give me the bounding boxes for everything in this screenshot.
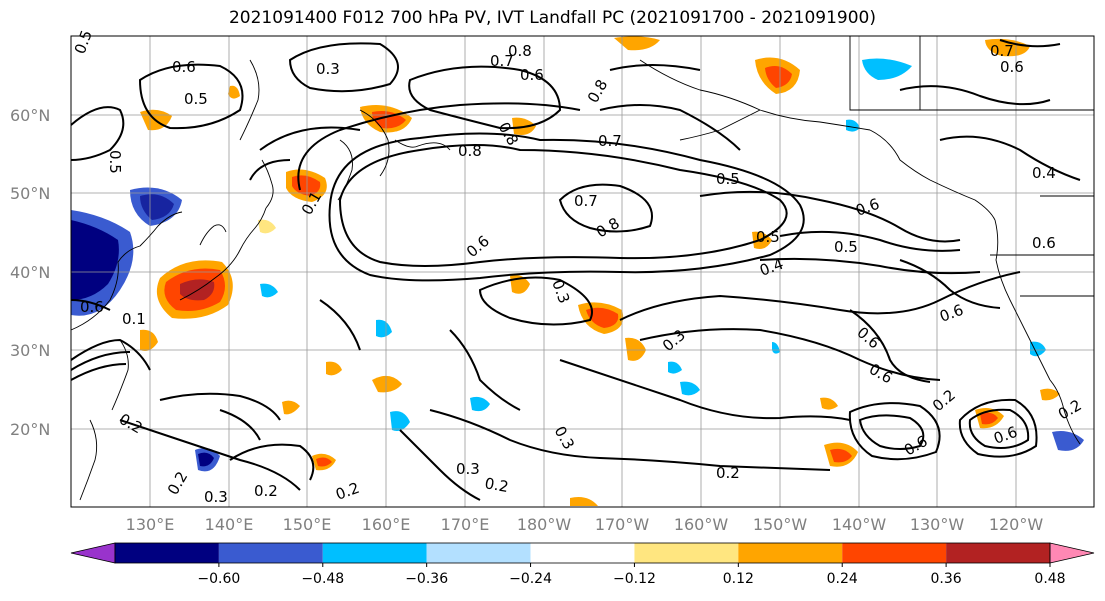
contour-label: 0.6: [172, 58, 196, 76]
colorbar-bin: [115, 543, 219, 563]
map-panel: 0.5 0.6 0.5 0.5 0.3 0.8 0.7 0.6 0.8 0.8 …: [70, 28, 1095, 508]
contour-label: 0.4: [1032, 164, 1056, 182]
colorbar-tick-label: −0.24: [509, 571, 552, 587]
coastlines: [70, 36, 1094, 501]
contour-label: 0.6: [1032, 234, 1056, 252]
contour-label: 0.5: [106, 150, 124, 174]
longitude-labels: 130°E 140°E 150°E 160°E 170°E 180°W 170°…: [126, 515, 1044, 534]
map-title: 2021091400 F012 700 hPa PV, IVT Landfall…: [228, 8, 876, 28]
map-border: [70, 35, 1095, 508]
contour-label: 0.5: [716, 170, 740, 188]
contour-label: 0.3: [456, 460, 480, 478]
lon-label: 150°E: [283, 515, 332, 534]
colorbar-bin: [946, 543, 1050, 563]
contour-label: 0.2: [254, 482, 278, 500]
lat-label: 30°N: [10, 341, 50, 360]
colorbar-bin: [530, 543, 635, 563]
colorbar-bin: [634, 543, 739, 563]
colorbar-bin: [842, 543, 947, 563]
colorbar-bin: [738, 543, 843, 563]
colorbar-frame: [114, 542, 1051, 564]
lon-label: 170°W: [595, 515, 650, 534]
colorbar-arrow-low: [70, 542, 116, 564]
lat-label: 60°N: [10, 106, 50, 125]
lat-label: 40°N: [10, 263, 50, 282]
contour-label: 0.6: [80, 298, 104, 316]
contour-label: 0.6: [1000, 58, 1024, 76]
colorbar-arrow-high: [1049, 542, 1095, 564]
colorbar-tick-label: 0.36: [931, 571, 962, 587]
lon-label: 140°W: [832, 515, 887, 534]
contour-label: 0.5: [184, 90, 208, 108]
colorbar-tick-label: 0.12: [723, 571, 754, 587]
contour-label: 0.7: [490, 52, 514, 70]
pv-contours: [70, 39, 1081, 501]
latitude-labels: 60°N 50°N 40°N 30°N 20°N: [10, 106, 50, 439]
lat-label: 50°N: [10, 184, 50, 203]
lon-label: 180°W: [517, 515, 572, 534]
contour-label: 0.2: [716, 464, 740, 482]
colorbar-tick-label: −0.12: [613, 571, 656, 587]
lon-label: 150°W: [753, 515, 808, 534]
colorbar-bin: [322, 543, 427, 563]
contour-label: 0.7: [574, 192, 598, 210]
lat-label: 20°N: [10, 420, 50, 439]
lon-label: 170°E: [441, 515, 490, 534]
colorbar-tick-label: −0.36: [405, 571, 448, 587]
contour-label: 0.8: [508, 42, 532, 60]
contour-label: 0.5: [756, 228, 780, 246]
colorbar-bin: [426, 543, 531, 563]
lon-label: 160°W: [674, 515, 729, 534]
contour-label: 0.7: [990, 42, 1014, 60]
lon-label: 120°W: [989, 515, 1044, 534]
positive-shading: [140, 36, 1060, 506]
contour-label: 0.3: [316, 60, 340, 78]
colorbar-tick-label: −0.60: [197, 571, 240, 587]
contour-label: 0.8: [458, 142, 482, 160]
lon-label: 160°E: [362, 515, 411, 534]
colorbar-tick-label: 0.48: [1034, 571, 1065, 587]
contour-label: 0.3: [204, 488, 228, 506]
contour-label: 0.2: [483, 474, 510, 496]
lon-label: 130°E: [126, 515, 175, 534]
lon-label: 130°W: [910, 515, 965, 534]
contour-label: 0.6: [520, 66, 544, 84]
lon-label: 140°E: [205, 515, 254, 534]
contour-label: 0.7: [598, 132, 622, 150]
colorbar: −0.60 −0.48 −0.36 −0.24 −0.12 0.12 0.24 0.36 0.4…: [70, 542, 1095, 587]
colorbar-bin: [218, 543, 323, 563]
colorbar-tick-label: 0.24: [827, 571, 858, 587]
colorbar-tick-label: −0.48: [301, 571, 344, 587]
contour-label: 0.1: [122, 310, 146, 328]
negative-shading: [71, 58, 1084, 472]
contour-label: 0.5: [834, 238, 858, 256]
